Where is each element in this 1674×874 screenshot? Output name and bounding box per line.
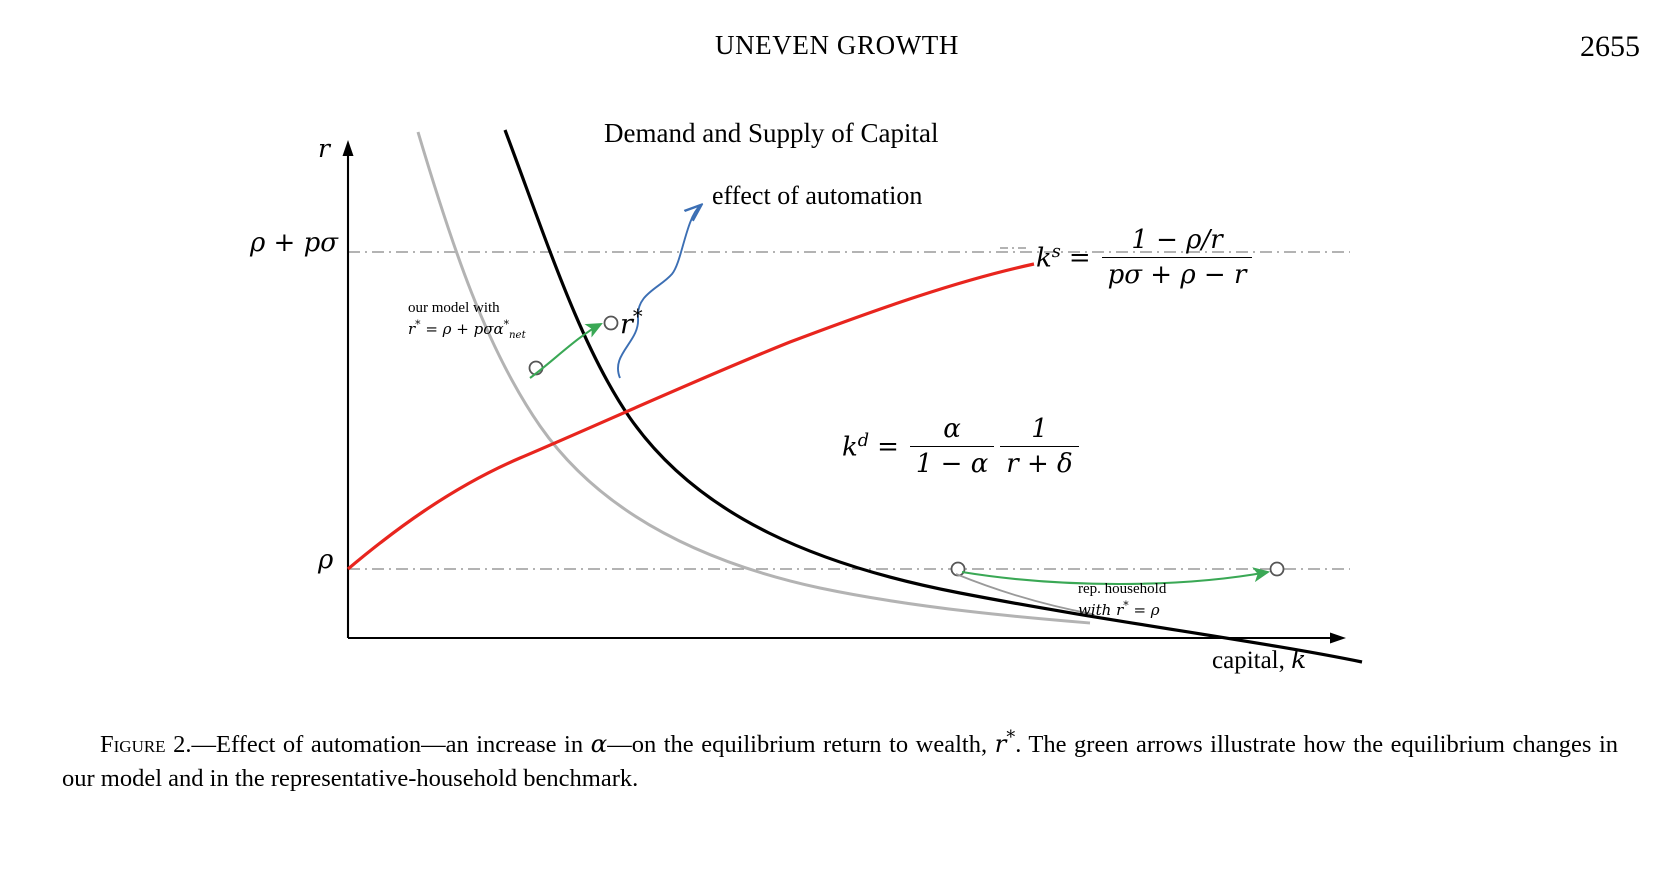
caption-r-star-symbol: r* [994,728,1016,759]
equation-supply-denominator: pσ + ρ − r [1101,257,1253,290]
annotation-our-model-line1: our model with [408,300,500,316]
annotation-rep-household-line1: rep. household [1078,581,1167,597]
equation-demand-frac2-numerator: 1 [1031,414,1048,444]
equation-demand-frac1-denominator: 1 − α [909,446,995,479]
equation-demand-frac1-numerator: α [943,414,961,444]
x-axis-label: capital, k [1212,647,1306,675]
equation-capital-demand: kd = α 1 − α 1 r + δ [842,414,1082,479]
x-axis-label-text: capital, [1212,647,1285,674]
y-tick-label-rho: ρ [318,545,334,575]
x-axis-label-symbol: k [1291,645,1307,674]
equation-demand-fraction-2: 1 r + δ [1000,414,1079,479]
y-axis-label: r [318,134,330,163]
blue-arrow-effect-of-automation [617,206,700,379]
capital-demand-supply-chart [342,129,1363,664]
green-arrow-rep-household-shift [961,567,1271,586]
annotation-rep-household-line2: with r* = ρ [1078,598,1160,619]
caption-part3: . The green arrows illustrate how the eq… [62,731,1619,792]
equation-supply-fraction: 1 − ρ/r pσ + ρ − r [1101,225,1253,290]
equation-demand-frac2-denominator: r + δ [1000,446,1079,479]
figure-2-graphic: Demand and Supply of Capital effect of a… [0,96,1674,706]
equation-supply-equals: = [1068,242,1091,273]
annotation-effect-of-automation: effect of automation [712,181,923,210]
equilibrium-marker-old-rep-household[interactable] [950,561,966,577]
equation-demand-lhs: kd [842,430,870,463]
demand-curve-before-automation [416,131,1091,625]
caption-part2: —on the equilibrium return to wealth, [607,731,995,759]
caption-alpha-symbol: α [590,729,608,759]
equilibrium-marker-new-rep-household[interactable] [1269,561,1285,577]
caption-figure-number: Figure 2. [100,731,192,759]
demand-curve-after-automation [503,129,1363,664]
y-tick-label-rho-plus-p-sigma: ρ + pσ [250,228,338,258]
y-axis-arrowhead [342,140,354,156]
x-axis-arrowhead [1330,632,1346,644]
supply-curve [346,262,1035,571]
equation-capital-supply: ks = 1 − ρ/r pσ + ρ − r [1036,225,1255,290]
figure-caption: Figure 2.—Effect of automation—an increa… [62,726,1618,796]
leader-line-rep-household [955,573,1093,615]
equation-demand-equals: = [877,431,899,462]
annotation-our-model-line2: r* = ρ + pσα*net [408,317,526,341]
running-head: UNEVEN GROWTH 2655 [0,30,1674,76]
equation-supply-lhs: ks [1036,241,1061,274]
equation-supply-numerator: 1 − ρ/r [1131,225,1223,255]
annotation-our-model: our model with r* = ρ + pσα*net [408,299,526,343]
page-number: 2655 [1580,30,1640,63]
equilibrium-label-r-star: r* [620,305,643,340]
annotation-rep-household: rep. household with r* = ρ [1078,580,1166,620]
caption-part1: —Effect of automation—an increase in [191,731,591,759]
equilibrium-marker-new-our-model[interactable] [603,315,619,331]
running-head-title: UNEVEN GROWTH [714,30,959,60]
chart-title: Demand and Supply of Capital [604,118,939,148]
equation-demand-fraction-1: α 1 − α [909,414,995,479]
green-arrow-our-model-shift [529,323,603,379]
